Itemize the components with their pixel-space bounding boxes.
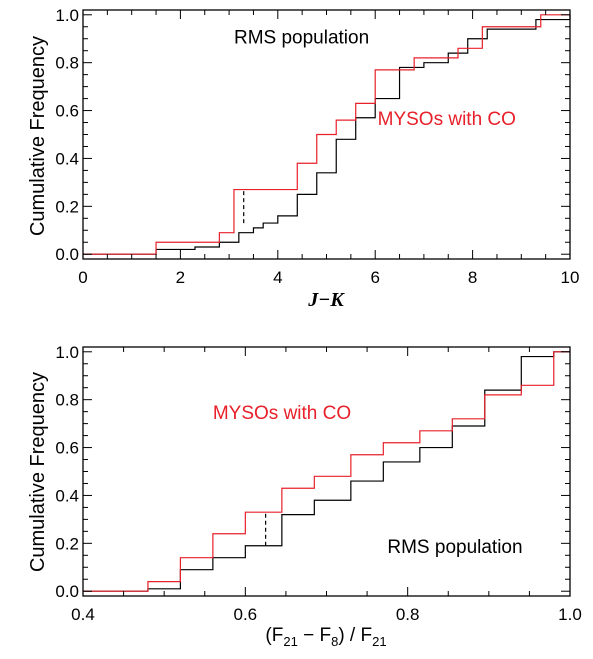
x-tick-label: 4 [273, 268, 282, 287]
x-axis-label: J−K [307, 289, 345, 311]
x-tick-label: 8 [468, 268, 477, 287]
chart-top: 0 2 4 6 8 10 0.0 0.2 0.4 0.6 0.8 1.0 RMS population M… [27, 6, 579, 311]
y-axis-label: Cumulative Frequency [27, 372, 49, 572]
series-line-0 [83, 14, 571, 255]
y-tick-label: 0.8 [55, 54, 79, 73]
y-tick-label: 1.0 [55, 343, 79, 362]
x-tick-label: 0.4 [71, 605, 95, 624]
x-tick-label: 0.6 [234, 605, 258, 624]
x-tick-label: 2 [176, 268, 185, 287]
y-tick-label: 0.8 [55, 391, 79, 410]
x-tick-label: 6 [370, 268, 379, 287]
x-tick-label: 1.0 [558, 605, 582, 624]
y-tick-label: 0.6 [55, 439, 79, 458]
y-axis-label: Cumulative Frequency [27, 36, 49, 236]
x-tick-label: 0.8 [396, 605, 420, 624]
annotation-label: MYSOs with CO [378, 109, 516, 130]
annotation-label: RMS population [234, 28, 369, 49]
chart-bottom: 0.4 0.6 0.8 1.0 0.0 0.2 0.4 0.6 0.8 1.0 MYSOs with… [27, 343, 582, 649]
y-tick-label: 0.0 [55, 245, 79, 264]
x-axis-label: (F21 − F8) / F21 [265, 625, 386, 649]
series-line-1 [83, 351, 570, 592]
y-tick-label: 0.4 [55, 149, 79, 168]
y-tick-label: 0.2 [55, 197, 79, 216]
y-tick-label: 1.0 [55, 6, 79, 25]
x-tick-label: 0 [78, 268, 87, 287]
x-tick-label: 10 [561, 268, 580, 287]
annotation-label: RMS population [387, 537, 522, 558]
y-tick-label: 0.2 [55, 534, 79, 553]
y-tick-label: 0.6 [55, 102, 79, 121]
plot-frame [82, 346, 571, 597]
series-line-0 [83, 351, 570, 592]
y-tick-label: 0.4 [55, 486, 79, 505]
series-line-1 [83, 14, 570, 255]
annotation-label: MYSOs with CO [213, 403, 351, 424]
y-tick-label: 0.0 [55, 582, 79, 601]
